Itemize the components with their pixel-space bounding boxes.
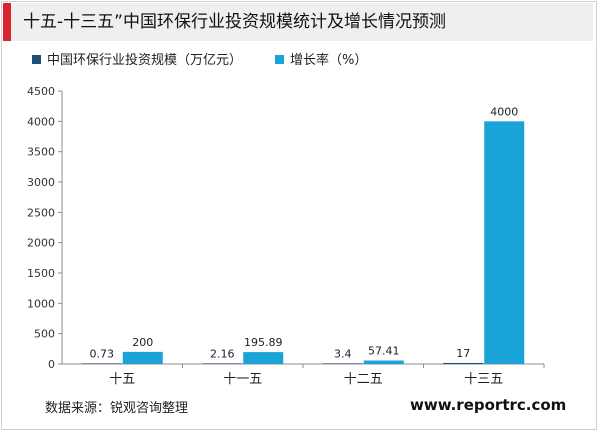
y-tick-label: 4500 (27, 85, 55, 98)
title-bar: 十五-十三五”中国环保行业投资规模统计及增长情况预测 (3, 3, 593, 41)
y-tick-label: 500 (34, 328, 55, 341)
legend-label-growth: 增长率（%） (290, 53, 368, 68)
bar-investment (81, 363, 122, 364)
x-tick-label: 十三五 (464, 372, 503, 387)
bar-investment (202, 363, 243, 364)
bar-investment (443, 362, 484, 364)
data-label: 4000 (490, 105, 518, 118)
bar-growth (122, 351, 163, 364)
title-accent-bar (3, 3, 11, 41)
x-tick-label: 十二五 (344, 372, 383, 387)
x-tick-label: 十一五 (223, 372, 262, 387)
y-tick-label: 4000 (27, 115, 55, 128)
y-tick-label: 3000 (27, 176, 55, 189)
data-label: 57.41 (368, 345, 400, 358)
legend-item-growth: 增长率（%） (275, 53, 367, 69)
data-label: 0.73 (90, 347, 115, 360)
legend-swatch-investment (32, 55, 41, 64)
chart-title: 十五-十三五”中国环保行业投资规模统计及增长情况预测 (23, 12, 446, 32)
data-label: 3.4 (334, 347, 352, 360)
y-tick-label: 1000 (27, 297, 55, 310)
data-label: 17 (456, 347, 470, 360)
y-tick-label: 0 (48, 358, 55, 371)
bar-investment (322, 363, 363, 364)
y-tick-label: 1500 (27, 267, 55, 280)
legend-swatch-growth (275, 55, 284, 64)
website-label: www.reportrc.com (410, 396, 567, 414)
x-tick-label: 十五 (109, 372, 135, 387)
bar-growth (484, 121, 525, 364)
data-label: 195.89 (244, 336, 283, 349)
source-note: 数据来源：锐观咨询整理 (45, 401, 189, 416)
data-label: 2.16 (210, 347, 235, 360)
y-tick-label: 2000 (27, 237, 55, 250)
data-label: 200 (132, 336, 153, 349)
legend-label-investment: 中国环保行业投资规模（万亿元） (47, 53, 243, 68)
bar-growth (363, 360, 404, 364)
y-tick-label: 2500 (27, 206, 55, 219)
bar-growth (243, 352, 284, 364)
legend-item-investment: 中国环保行业投资规模（万亿元） (32, 53, 242, 69)
y-tick-label: 3500 (27, 146, 55, 159)
